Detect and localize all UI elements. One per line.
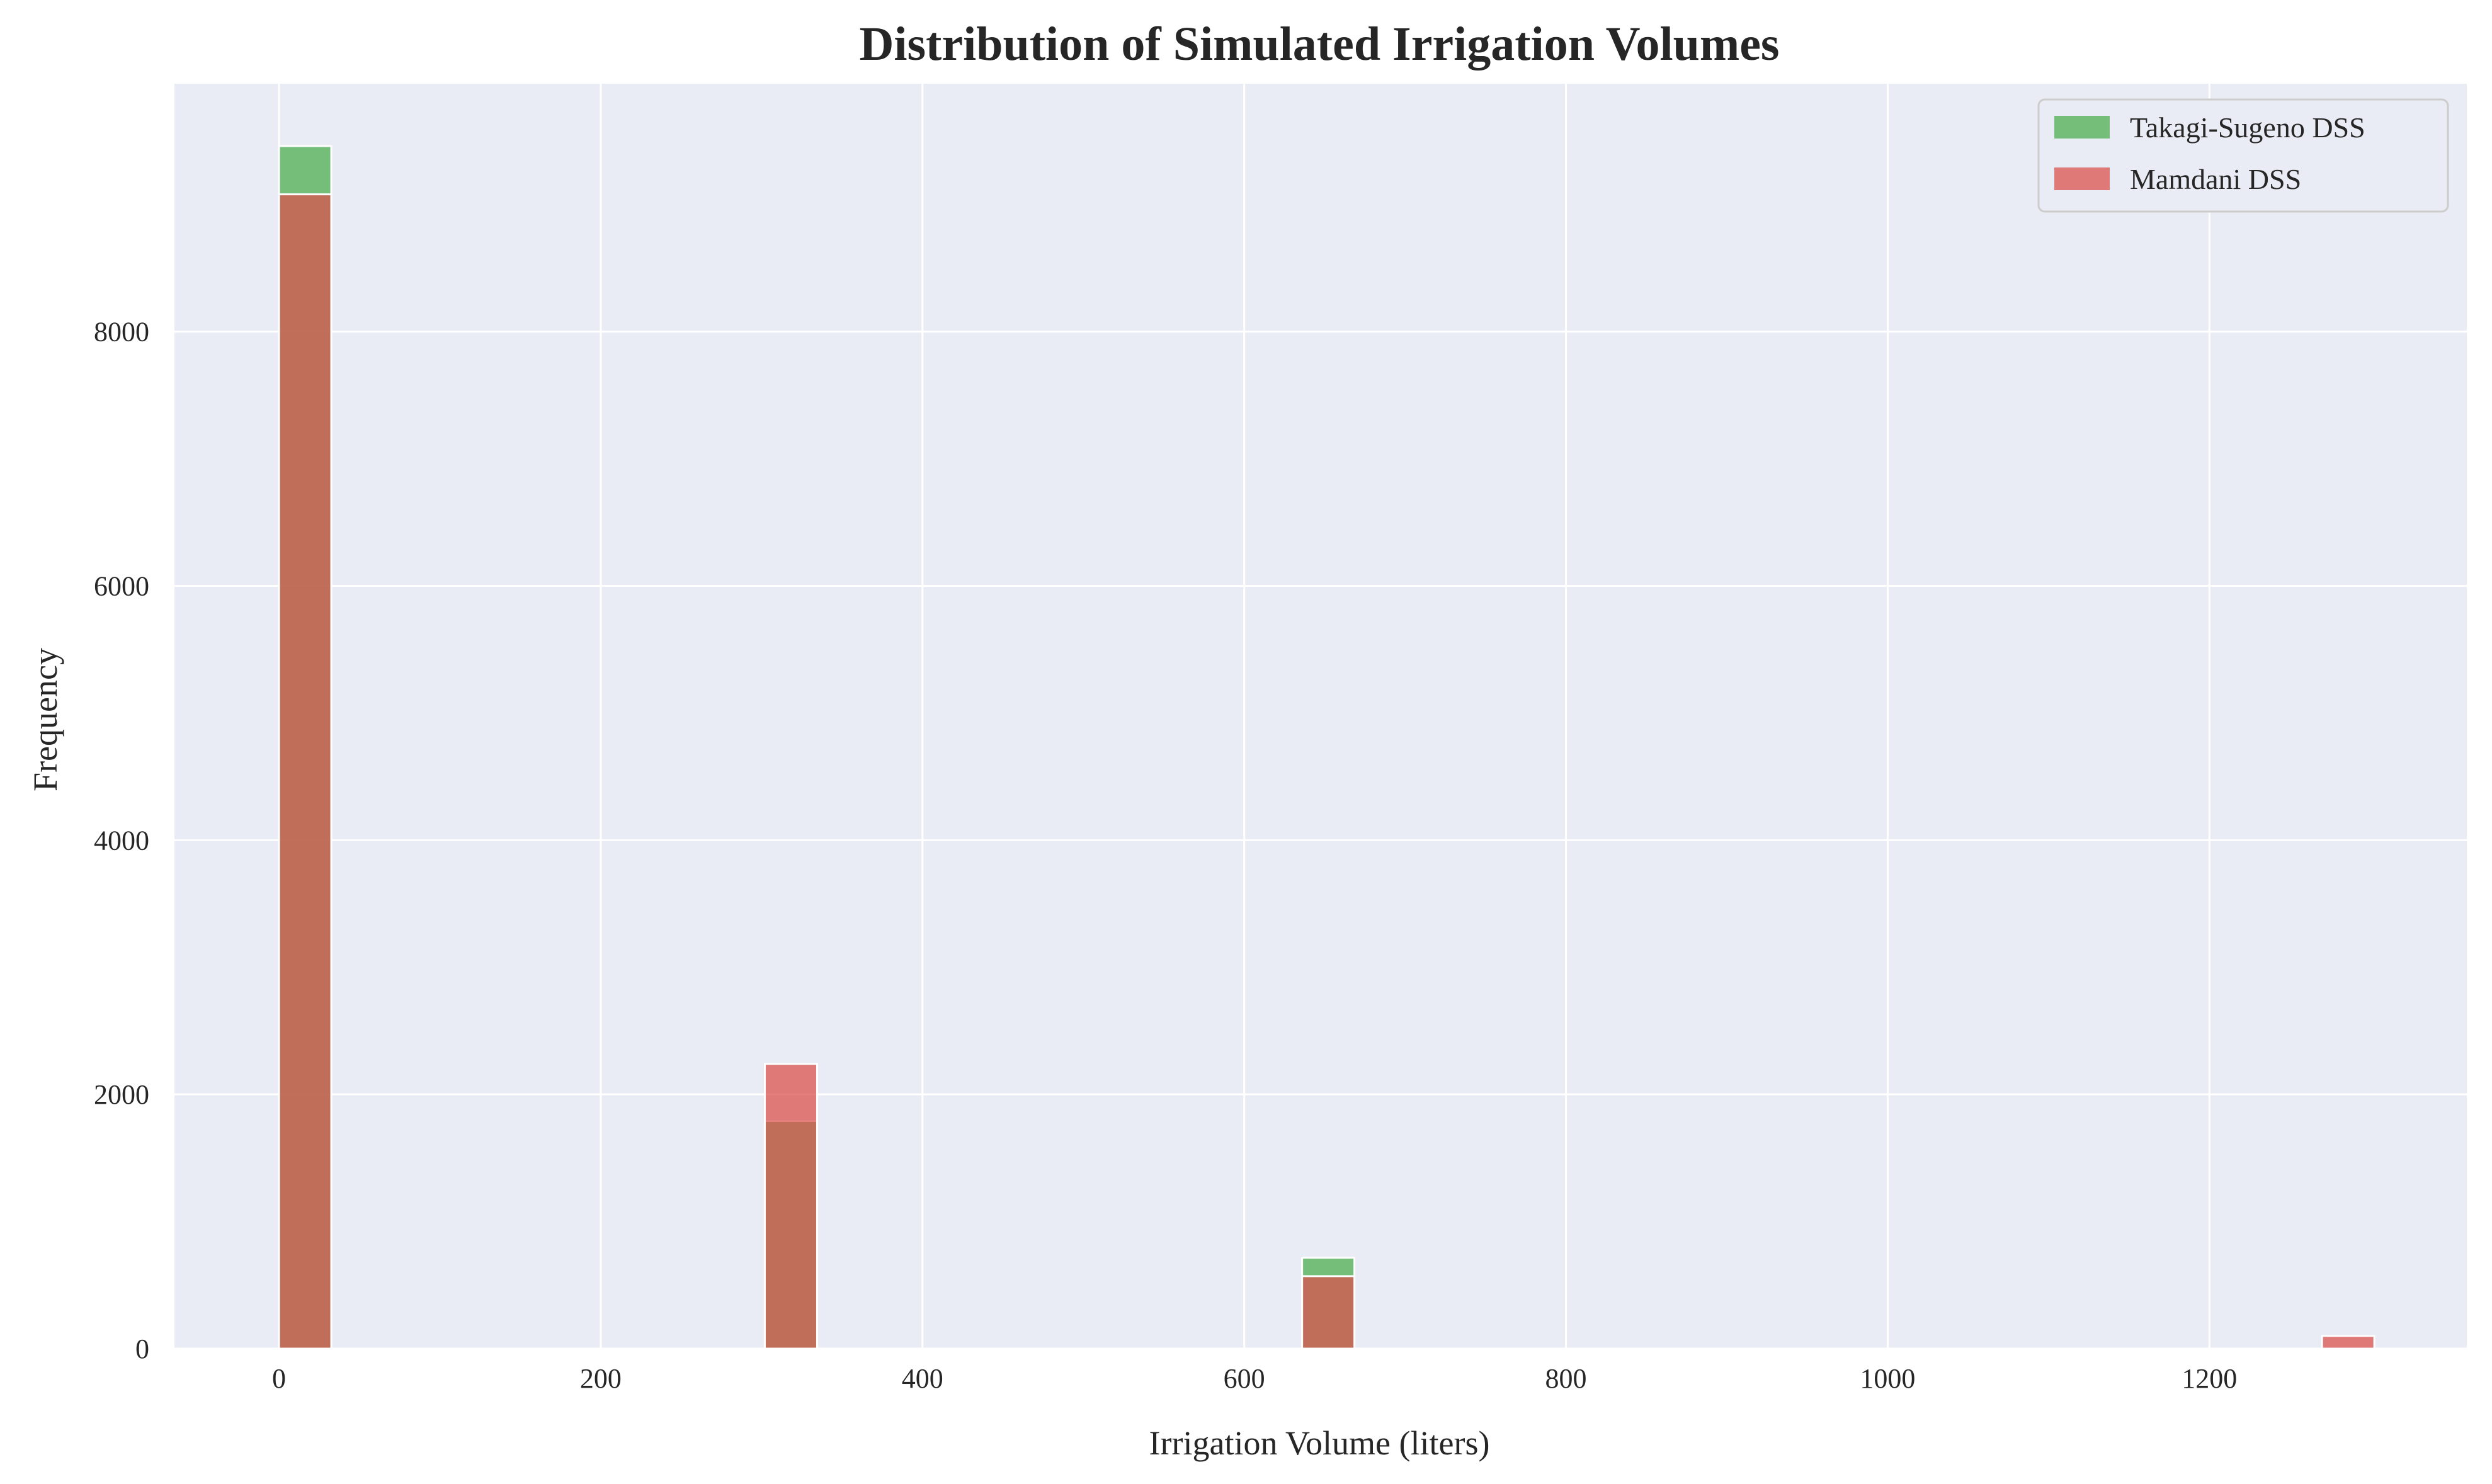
grid-lines	[174, 84, 2467, 1350]
histogram-bar-mamdani	[2321, 1335, 2375, 1350]
legend-swatch-mamdani	[2054, 167, 2110, 190]
legend: Takagi-Sugeno DSS Mamdani DSS	[2037, 98, 2449, 213]
x-tick-label: 600	[1224, 1363, 1265, 1394]
y-tick-label: 8000	[94, 317, 149, 348]
legend-swatch-takagi-sugeno	[2054, 116, 2110, 139]
y-axis-label: Frequency	[26, 648, 64, 791]
legend-box	[2037, 98, 2449, 213]
histogram-bar-mamdani	[278, 193, 333, 1350]
legend-label-mamdani: Mamdani DSS	[2130, 163, 2301, 195]
x-tick-label: 0	[272, 1363, 286, 1394]
x-axis-label: Irrigation Volume (liters)	[1149, 1424, 1490, 1462]
x-tick-label: 400	[902, 1363, 943, 1394]
chart-title: Distribution of Simulated Irrigation Vol…	[859, 18, 1779, 71]
x-tick-label: 1200	[2182, 1363, 2237, 1394]
tick-labels: 0 200 400 600 800 1000 1200 0 2000 4000 6000 8000	[94, 317, 2237, 1394]
x-tick-label: 800	[1545, 1363, 1587, 1394]
bars-layer	[278, 145, 2375, 1350]
legend-label-takagi-sugeno: Takagi-Sugeno DSS	[2130, 111, 2365, 144]
histogram-bar-mamdani	[1301, 1275, 1356, 1350]
x-tick-label: 1000	[1860, 1363, 1915, 1394]
y-tick-label: 6000	[94, 571, 149, 602]
histogram-bar-mamdani	[763, 1063, 818, 1350]
plot-area	[174, 84, 2467, 1349]
y-tick-label: 4000	[94, 825, 149, 856]
y-tick-label: 0	[135, 1334, 149, 1364]
y-tick-label: 2000	[94, 1079, 149, 1110]
x-tick-label: 200	[580, 1363, 622, 1394]
